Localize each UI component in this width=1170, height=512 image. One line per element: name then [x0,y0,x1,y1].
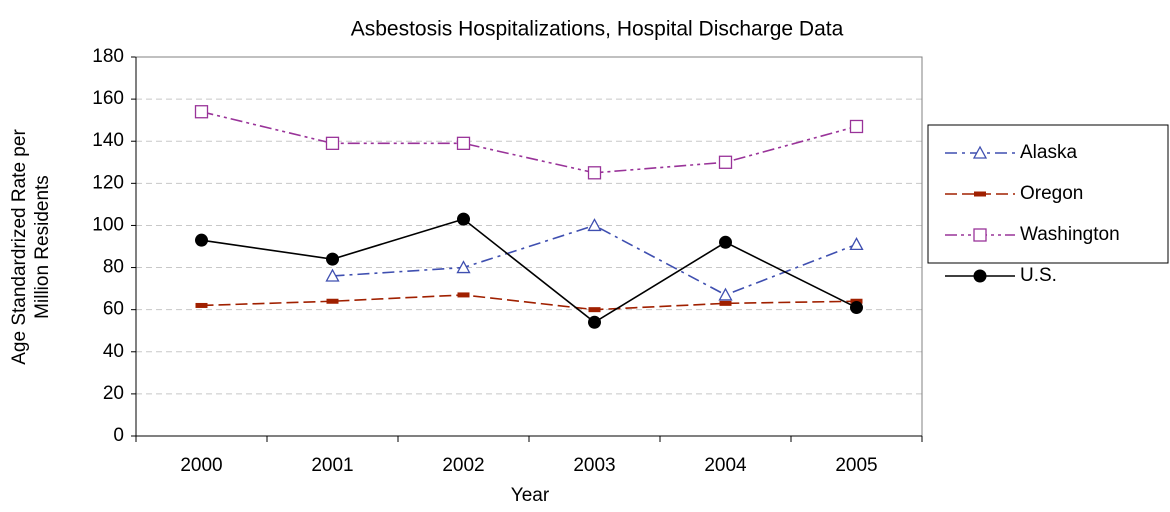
series-line [201,218,857,324]
point [456,260,471,274]
x-tick-label: 2003 [573,455,615,476]
point [850,301,863,315]
y-tick-label: 20 [103,383,124,404]
y-axis-title: Age Standardrized Rate per [9,129,30,365]
y-tick-label: 100 [92,214,124,235]
x-tick-label: 2002 [442,455,484,476]
legend-marker [972,145,988,159]
point [587,166,602,180]
point [325,136,340,150]
y-tick-label: 60 [103,299,124,320]
x-tick-label: 2000 [180,455,222,476]
point [457,212,470,226]
y-tick-label: 40 [103,341,124,362]
point [456,136,471,150]
y-tick-label: 140 [92,130,124,151]
legend-marker [973,269,987,283]
point [588,307,601,313]
x-tick-label: 2004 [704,455,747,476]
legend-label: Washington [1020,224,1120,245]
point [719,235,732,249]
legend-label: U.S. [1020,265,1057,286]
y-tick-label: 0 [113,425,124,446]
x-tick-label: 2001 [311,455,353,476]
y-tick-label: 80 [103,257,124,278]
point [195,233,208,247]
x-tick-label: 2005 [835,455,877,476]
point [587,218,602,232]
point [325,268,340,282]
point [195,302,208,308]
y-tick-label: 160 [92,88,124,109]
point [849,119,864,134]
point [719,300,732,306]
point [588,315,601,329]
point [718,155,733,169]
legend-label: Alaska [1020,142,1077,163]
legend-marker [974,191,986,197]
point [849,237,864,251]
legend-marker [973,228,987,242]
legend-label: Oregon [1020,183,1083,204]
chart-title: Asbestosis Hospitalizations, Hospital Di… [351,18,844,41]
point [718,287,733,301]
y-tick-label: 180 [92,46,124,67]
y-tick-label: 120 [92,172,124,193]
series-line [201,294,857,311]
x-axis-title: Year [511,485,550,506]
y-axis-title: Million Residents [32,175,53,319]
series-line [201,110,857,174]
point [326,298,339,304]
point [326,252,339,266]
point [194,105,209,119]
point [457,292,470,298]
